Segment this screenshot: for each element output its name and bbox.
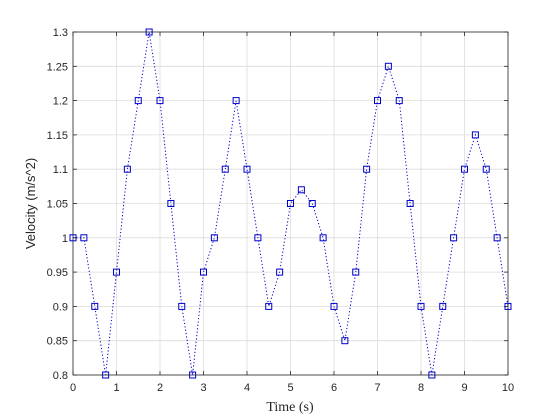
x-tick-label: 1 (113, 382, 119, 394)
data-point-marker (493, 234, 501, 242)
axes-box (72, 31, 509, 376)
y-tick-label: 1.2 (53, 96, 68, 108)
y-tick-label: 1.1 (53, 164, 68, 176)
data-point-marker (134, 97, 142, 105)
x-tick-label: 2 (157, 382, 163, 394)
data-point-marker (504, 302, 512, 310)
data-point-marker (297, 186, 305, 194)
data-point-marker (352, 268, 360, 276)
data-point-marker (254, 234, 262, 242)
y-tick-labels: 0.8 0.85 0.9 0.95 1 1.05 1.1 1.15 1.2 1.25 1.3 (47, 27, 68, 382)
y-tick-label: 1.05 (47, 199, 68, 211)
y-tick-label: 0.8 (53, 370, 68, 382)
data-point-marker (374, 97, 381, 105)
data-point-marker (319, 234, 327, 242)
y-tick-label: 1.25 (47, 61, 68, 73)
data-point-marker (113, 268, 120, 276)
x-tick-label: 10 (502, 382, 514, 394)
data-point-marker (341, 337, 349, 345)
y-axis-title: Velocity (m/s^2) (23, 158, 38, 249)
x-tick-label: 5 (287, 382, 293, 394)
x-axis-title: Time (s) (266, 400, 314, 415)
data-point-marker (428, 371, 436, 379)
y-tick-label: 0.95 (47, 267, 68, 279)
x-tick-label: 7 (374, 382, 380, 394)
data-point-marker (156, 97, 164, 105)
data-point-marker (200, 268, 207, 276)
x-tick-labels: 0 1 2 3 4 5 6 7 8 9 10 (70, 382, 514, 394)
data-point-marker (450, 234, 458, 242)
data-point-marker (287, 200, 294, 207)
data-point-marker (123, 165, 131, 173)
data-point-marker (265, 302, 273, 310)
data-point-marker (308, 200, 316, 207)
data-point-marker (210, 234, 218, 242)
data-point-marker (69, 234, 77, 242)
data-point-marker (406, 200, 414, 207)
x-tick-label: 0 (70, 382, 76, 394)
y-tick-label: 1.3 (53, 27, 68, 39)
x-tick-label: 8 (418, 382, 424, 394)
data-point-marker (439, 302, 447, 310)
data-point-marker (417, 302, 425, 310)
x-tick-label: 4 (244, 382, 250, 394)
data-point-marker (482, 165, 490, 173)
data-point-marker (167, 200, 175, 207)
data-point-marker (363, 165, 371, 173)
series-line (73, 31, 509, 376)
data-point-marker (232, 97, 240, 105)
data-point-marker (178, 302, 186, 310)
data-point-marker (276, 268, 284, 276)
data-point-marker (102, 371, 110, 379)
data-point-marker (189, 371, 197, 379)
y-tick-label: 0.9 (53, 301, 68, 313)
data-point-marker (461, 165, 468, 173)
y-tick-label: 1 (62, 233, 68, 245)
data-point-marker (145, 28, 153, 36)
y-tick-label: 1.15 (47, 130, 68, 142)
data-point-marker (395, 97, 403, 105)
x-tick-label: 6 (331, 382, 337, 394)
x-tick-label: 3 (200, 382, 206, 394)
y-tick-label: 0.85 (47, 336, 68, 348)
data-point-marker (221, 165, 229, 173)
data-point-marker (91, 302, 99, 310)
data-point-marker (471, 131, 479, 139)
data-point-marker (330, 302, 338, 310)
x-tick-label: 9 (461, 382, 467, 394)
series-layer (69, 28, 512, 379)
data-point-marker (80, 234, 88, 242)
data-point-marker (243, 165, 251, 173)
data-point-marker (384, 62, 392, 70)
